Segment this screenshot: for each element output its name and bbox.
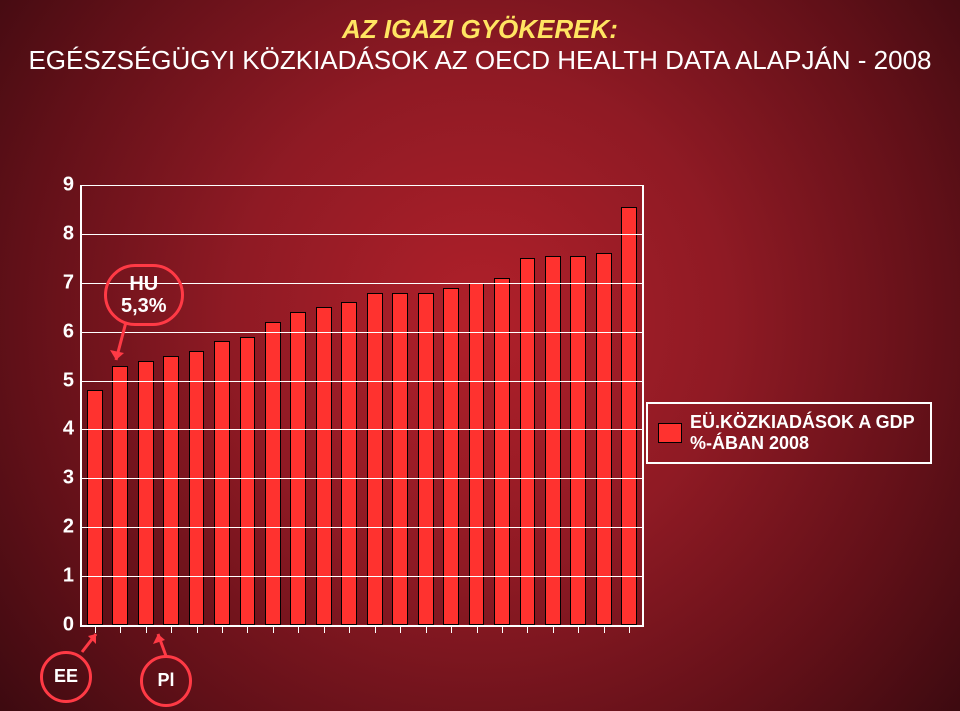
- legend: EÜ.KÖZKIADÁSOK A GDP %-ÁBAN 2008: [646, 402, 932, 464]
- x-tick: [629, 627, 630, 633]
- x-tick: [400, 627, 401, 633]
- x-tick: [298, 627, 299, 633]
- plot-area: [80, 185, 644, 627]
- legend-text: EÜ.KÖZKIADÁSOK A GDP %-ÁBAN 2008: [690, 412, 918, 454]
- callout-hu-line2: 5,3%: [121, 295, 167, 317]
- bar: [469, 283, 485, 625]
- x-tick: [171, 627, 172, 633]
- y-axis-label: 4: [40, 418, 74, 441]
- gridline: [82, 234, 642, 235]
- x-tick: [197, 627, 198, 633]
- callout-pl: Pl: [140, 655, 192, 707]
- y-axis-label: 5: [40, 369, 74, 392]
- x-tick: [553, 627, 554, 633]
- x-tick: [375, 627, 376, 633]
- y-axis-label: 8: [40, 222, 74, 245]
- bar: [163, 356, 179, 625]
- gridline: [82, 527, 642, 528]
- bar: [290, 312, 306, 625]
- title-rest: EGÉSZSÉGÜGYI KÖZKIADÁSOK AZ OECD HEALTH …: [0, 45, 960, 76]
- bar: [214, 341, 230, 625]
- x-tick: [426, 627, 427, 633]
- bar: [112, 366, 128, 625]
- x-tick: [451, 627, 452, 633]
- bar: [570, 256, 586, 625]
- bar: [443, 288, 459, 625]
- callout-hu: HU 5,3%: [104, 264, 184, 326]
- x-tick: [120, 627, 121, 633]
- bar: [87, 390, 103, 625]
- x-tick: [502, 627, 503, 633]
- x-tick: [247, 627, 248, 633]
- bar: [138, 361, 154, 625]
- callout-ee-text: EE: [54, 667, 78, 687]
- bar: [316, 307, 332, 625]
- x-tick: [349, 627, 350, 633]
- y-axis-label: 9: [40, 174, 74, 197]
- chart-title-block: AZ IGAZI GYÖKEREK: EGÉSZSÉGÜGYI KÖZKIADÁ…: [0, 14, 960, 76]
- bar: [189, 351, 205, 625]
- bar: [545, 256, 561, 625]
- gridline: [82, 625, 642, 626]
- gridline: [82, 478, 642, 479]
- callout-pl-text: Pl: [157, 671, 174, 691]
- x-tick: [527, 627, 528, 633]
- x-tick: [273, 627, 274, 633]
- x-tick: [146, 627, 147, 633]
- bar: [265, 322, 281, 625]
- y-axis-label: 3: [40, 467, 74, 490]
- title-line1: AZ IGAZI GYÖKEREK:: [342, 14, 618, 44]
- bar: [596, 253, 612, 625]
- bar: [494, 278, 510, 625]
- gridline: [82, 576, 642, 577]
- x-tick: [95, 627, 96, 633]
- x-tick: [604, 627, 605, 633]
- x-tick: [578, 627, 579, 633]
- bar-chart: 0123456789: [40, 185, 650, 665]
- y-axis-label: 0: [40, 614, 74, 637]
- y-axis-label: 1: [40, 565, 74, 588]
- gridline: [82, 381, 642, 382]
- bar: [621, 207, 637, 625]
- legend-swatch: [658, 423, 682, 443]
- x-tick: [324, 627, 325, 633]
- gridline: [82, 185, 642, 186]
- y-axis-label: 2: [40, 516, 74, 539]
- bars-container: [82, 185, 642, 625]
- callout-hu-line1: HU: [121, 273, 167, 295]
- bar: [520, 258, 536, 625]
- gridline: [82, 429, 642, 430]
- gridline: [82, 332, 642, 333]
- x-tick: [477, 627, 478, 633]
- callout-ee: EE: [40, 651, 92, 703]
- x-tick: [222, 627, 223, 633]
- y-axis-label: 7: [40, 271, 74, 294]
- y-axis-label: 6: [40, 320, 74, 343]
